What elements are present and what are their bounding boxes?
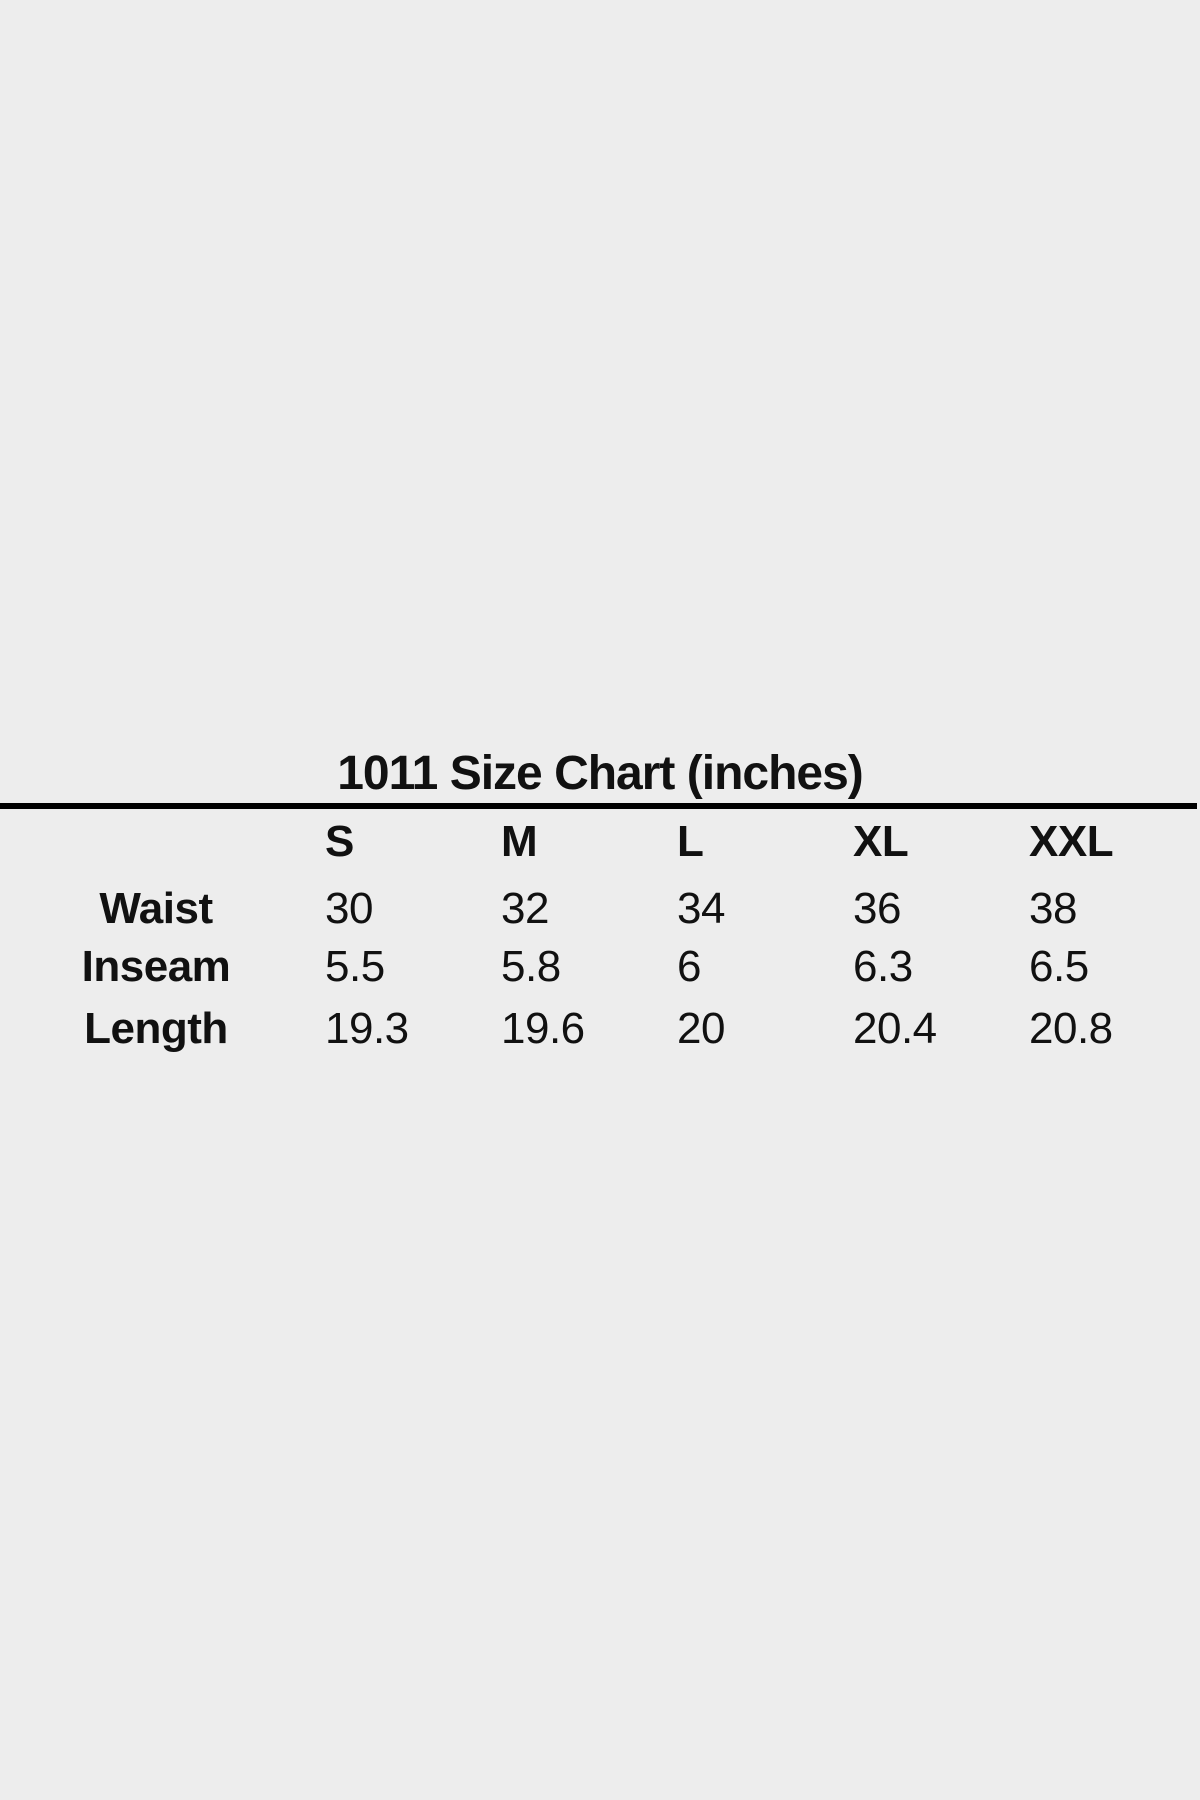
inseam-xxl-value: 6.5 <box>1029 942 1089 991</box>
column-header-l: L <box>677 817 704 866</box>
inseam-xl-value: 6.3 <box>853 942 913 991</box>
column-header-xl: XL <box>853 817 909 866</box>
length-m-value: 19.6 <box>501 1004 585 1053</box>
row-label-length: Length <box>84 1004 228 1053</box>
column-header-m: M <box>501 817 538 866</box>
waist-xxl-value: 38 <box>1029 884 1077 933</box>
row-label-waist: Waist <box>99 884 213 933</box>
inseam-m-value: 5.8 <box>501 942 561 991</box>
waist-m-value: 32 <box>501 884 549 933</box>
inseam-s-value: 5.5 <box>325 942 385 991</box>
table-row-length: Length 19.3 19.6 20 20.4 20.8 <box>0 1007 1200 1051</box>
waist-l-value: 34 <box>677 884 725 933</box>
length-s-value: 19.3 <box>325 1004 409 1053</box>
inseam-l-value: 6 <box>677 942 701 991</box>
corner-empty-cell <box>0 820 312 864</box>
table-row-inseam: Inseam 5.5 5.8 6 6.3 6.5 <box>0 945 1200 989</box>
waist-xl-value: 36 <box>853 884 901 933</box>
title-divider-line <box>0 803 1197 809</box>
length-xxl-value: 20.8 <box>1029 1004 1113 1053</box>
table-row-waist: Waist 30 32 34 36 38 <box>0 887 1200 931</box>
row-label-inseam: Inseam <box>81 942 231 991</box>
length-l-value: 20 <box>677 1004 725 1053</box>
size-chart-title: 1011 Size Chart (inches) <box>337 747 864 800</box>
column-header-xxl: XXL <box>1029 817 1114 866</box>
waist-s-value: 30 <box>325 884 373 933</box>
length-xl-value: 20.4 <box>853 1004 937 1053</box>
size-header-row: S M L XL XXL <box>0 820 1200 864</box>
column-header-s: S <box>325 817 354 866</box>
